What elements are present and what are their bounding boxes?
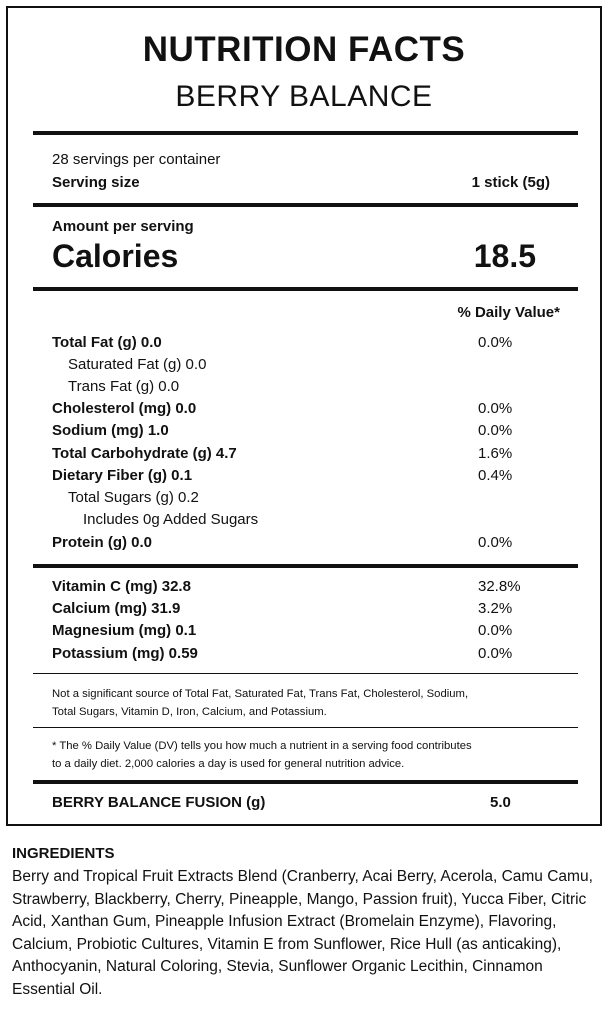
- product-name: BERRY BALANCE: [175, 80, 433, 113]
- label-title: NUTRITION FACTS: [142, 30, 466, 69]
- divider-vitamins: [33, 564, 578, 568]
- ingredients-text: Berry and Tropical Fruit Extracts Blend …: [12, 868, 593, 998]
- servings-per-container: 28 servings per container: [52, 151, 221, 168]
- nutrition-facts-panel: NUTRITION FACTS BERRY BALANCE 28 serving…: [6, 6, 602, 826]
- dv-footnote-line-1: * The % Daily Value (DV) tells you how m…: [52, 740, 472, 752]
- divider-top: [33, 131, 578, 135]
- nutrient-sodium: Sodium (mg) 1.0: [52, 422, 169, 439]
- dv-magnesium: 0.0%: [478, 622, 513, 639]
- mineral-potassium: Potassium (mg) 0.59: [52, 645, 198, 662]
- serving-size-label: Serving size: [52, 174, 140, 191]
- dv-total-fat: 0.0%: [478, 334, 513, 351]
- amount-per-serving: Amount per serving: [52, 218, 194, 235]
- calories-value: 18.5: [473, 238, 536, 274]
- dv-footnote-line-2: to a daily diet. 2,000 calories a day is…: [52, 758, 405, 770]
- calories-label: Calories: [52, 238, 179, 274]
- nutrient-total-sugars: Total Sugars (g) 0.2: [68, 489, 199, 506]
- dv-total-carbohydrate: 1.6%: [478, 445, 513, 462]
- dv-cholesterol: 0.0%: [478, 400, 513, 417]
- divider-footnote: [33, 727, 578, 728]
- vitamin-c: Vitamin C (mg) 32.8: [52, 578, 191, 595]
- dv-potassium: 0.0%: [478, 645, 513, 662]
- blend-value: 5.0: [490, 794, 511, 811]
- dv-dietary-fiber: 0.4%: [478, 467, 513, 484]
- mineral-calcium: Calcium (mg) 31.9: [52, 600, 181, 617]
- divider-serving: [33, 203, 578, 207]
- not-significant-line-2: Total Sugars, Vitamin D, Iron, Calcium, …: [52, 706, 327, 718]
- serving-size-value: 1 stick (5g): [471, 174, 550, 191]
- nutrient-added-sugars: Includes 0g Added Sugars: [83, 511, 259, 528]
- mineral-magnesium: Magnesium (mg) 0.1: [52, 622, 197, 639]
- nutrient-dietary-fiber: Dietary Fiber (g) 0.1: [52, 467, 193, 484]
- nutrient-trans-fat: Trans Fat (g) 0.0: [68, 378, 180, 395]
- nutrient-total-fat: Total Fat (g) 0.0: [52, 334, 162, 351]
- daily-value-header: % Daily Value*: [457, 304, 560, 321]
- nutrient-cholesterol: Cholesterol (mg) 0.0: [52, 400, 197, 417]
- divider-blend: [33, 780, 578, 784]
- nutrient-total-carbohydrate: Total Carbohydrate (g) 4.7: [52, 445, 237, 462]
- divider-calories: [33, 287, 578, 291]
- dv-vitamin-c: 32.8%: [478, 578, 521, 595]
- divider-notes: [33, 673, 578, 674]
- ingredients-heading: INGREDIENTS: [12, 845, 115, 862]
- dv-protein: 0.0%: [478, 534, 513, 551]
- dv-sodium: 0.0%: [478, 422, 513, 439]
- blend-label: BERRY BALANCE FUSION (g): [52, 794, 266, 811]
- dv-calcium: 3.2%: [478, 600, 513, 617]
- not-significant-line-1: Not a significant source of Total Fat, S…: [52, 688, 469, 700]
- nutrient-saturated-fat: Saturated Fat (g) 0.0: [68, 356, 207, 373]
- nutrient-protein: Protein (g) 0.0: [52, 534, 153, 551]
